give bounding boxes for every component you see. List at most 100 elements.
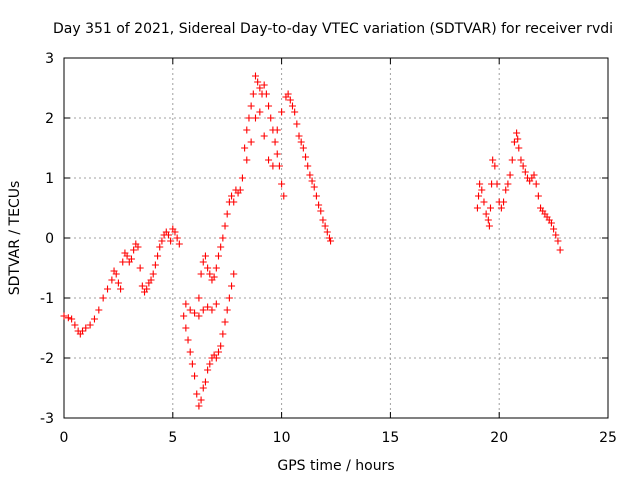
data-point (323, 228, 331, 236)
data-point (164, 231, 172, 239)
data-point (195, 402, 203, 410)
data-point (195, 312, 203, 320)
data-point (550, 225, 558, 233)
data-point (491, 162, 499, 170)
data-point (513, 129, 521, 137)
data-point (149, 270, 157, 278)
data-point (60, 312, 68, 320)
y-tick-label: -2 (40, 351, 54, 367)
data-point (482, 210, 490, 218)
data-point (68, 315, 76, 323)
data-point (245, 114, 253, 122)
data-point (193, 390, 201, 398)
data-point (321, 222, 329, 230)
data-point (315, 201, 323, 209)
data-point (317, 207, 325, 215)
data-point (519, 162, 527, 170)
data-point (217, 342, 225, 350)
data-point (173, 234, 181, 242)
data-point (247, 102, 255, 110)
data-point (247, 138, 255, 146)
data-point (312, 192, 320, 200)
data-point (182, 324, 190, 332)
y-tick-label: -1 (40, 291, 54, 307)
data-point (280, 192, 288, 200)
data-point (547, 219, 555, 227)
data-point (117, 285, 125, 293)
data-point (138, 282, 146, 290)
data-point (156, 243, 164, 251)
data-point (485, 222, 493, 230)
data-point (273, 150, 281, 158)
x-tick-label: 5 (168, 430, 177, 446)
data-point (552, 231, 560, 239)
y-axis-label: SDTVAR / TECUs (7, 181, 23, 296)
data-point (497, 204, 505, 212)
chart-title: Day 351 of 2021, Sidereal Day-to-day VTE… (53, 21, 613, 37)
data-point (476, 180, 484, 188)
data-point (201, 378, 209, 386)
data-point (123, 252, 131, 260)
data-point (186, 306, 194, 314)
data-point (214, 252, 222, 260)
data-point (197, 396, 205, 404)
data-point (284, 90, 292, 98)
data-point (228, 282, 236, 290)
x-tick-label: 15 (381, 430, 399, 446)
data-point (186, 348, 194, 356)
data-point (171, 228, 179, 236)
data-point (204, 303, 212, 311)
data-point (265, 156, 273, 164)
data-point (521, 168, 529, 176)
data-point (473, 204, 481, 212)
data-point (219, 330, 227, 338)
x-axis-ticks: 0 5 10 15 20 25 (60, 58, 617, 446)
data-point (241, 144, 249, 152)
data-point (214, 348, 222, 356)
data-point (265, 102, 273, 110)
y-tick-label: 0 (45, 231, 54, 247)
data-point (310, 183, 318, 191)
data-point (273, 126, 281, 134)
data-point (219, 234, 227, 242)
data-point (251, 72, 259, 80)
data-point (212, 264, 220, 272)
data-point (217, 243, 225, 251)
data-point (304, 162, 312, 170)
data-point (223, 210, 231, 218)
data-point (480, 198, 488, 206)
x-tick-label: 0 (60, 430, 69, 446)
x-tick-label: 10 (273, 430, 291, 446)
data-point (147, 276, 155, 284)
x-tick-label: 25 (599, 430, 617, 446)
data-point (99, 294, 107, 302)
data-point (502, 186, 510, 194)
data-point (108, 276, 116, 284)
data-point (302, 153, 310, 161)
data-point (256, 84, 264, 92)
y-tick-label: -3 (40, 411, 54, 427)
data-point (130, 246, 138, 254)
data-point (325, 234, 333, 242)
data-point (112, 270, 120, 278)
data-point (278, 180, 286, 188)
data-point (286, 96, 294, 104)
data-point (78, 327, 86, 335)
data-point (136, 264, 144, 272)
data-point (197, 270, 205, 278)
data-point (134, 243, 142, 251)
data-point (212, 300, 220, 308)
data-point (206, 270, 214, 278)
data-point (260, 132, 268, 140)
data-point (515, 144, 523, 152)
data-point (267, 114, 275, 122)
data-point (514, 135, 522, 143)
data-point (225, 294, 233, 302)
grid-lines (64, 58, 608, 418)
data-point (534, 192, 542, 200)
data-point (288, 102, 296, 110)
data-points (60, 72, 564, 410)
data-point (238, 174, 246, 182)
data-point (154, 252, 162, 260)
